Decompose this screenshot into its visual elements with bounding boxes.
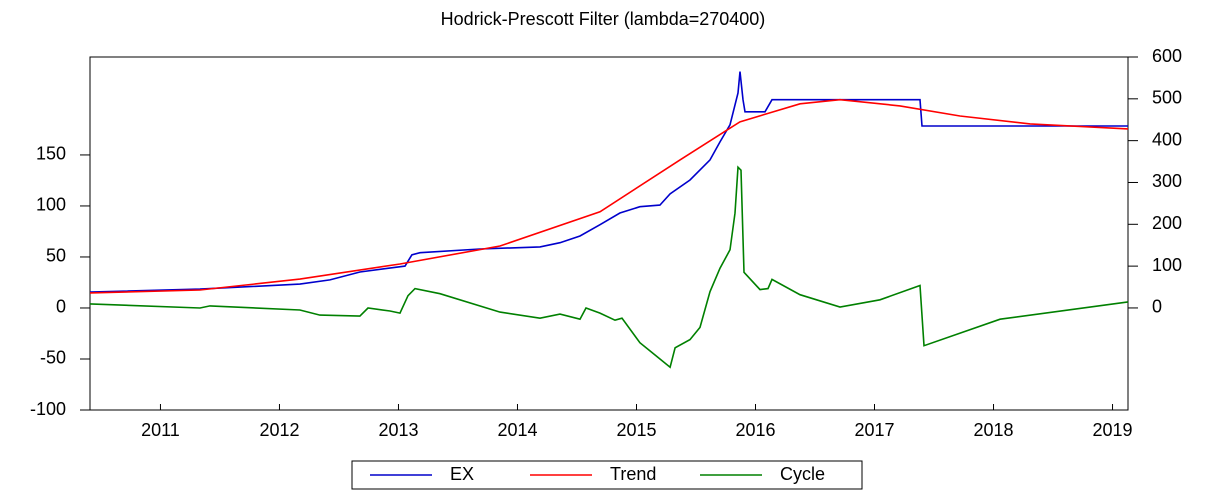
y2-tick-label: 600 [1152, 46, 1182, 66]
y-tick-label: -100 [30, 399, 66, 419]
legend-label: EX [450, 464, 474, 484]
x-tick-label: 2019 [1093, 420, 1133, 440]
series-line [89, 71, 1128, 293]
series-line [89, 98, 1129, 294]
chart-title: Hodrick-Prescott Filter (lambda=270400) [441, 9, 766, 29]
y-tick-label: 150 [36, 144, 66, 164]
x-tick-label: 2017 [854, 420, 894, 440]
x-tick-label: 2015 [616, 420, 656, 440]
y2-tick-label: 100 [1152, 255, 1182, 275]
y2-tick-label: 200 [1152, 213, 1182, 233]
series-line [89, 165, 1129, 369]
y-tick-label: 50 [46, 246, 66, 266]
y-tick-label: -50 [40, 348, 66, 368]
legend-label: Trend [610, 464, 656, 484]
y2-tick-label: 0 [1152, 297, 1162, 317]
y2-tick-label: 300 [1152, 171, 1182, 191]
plot-frame [89, 56, 1129, 411]
x-tick-label: 2012 [259, 420, 299, 440]
x-tick-label: 2014 [497, 420, 537, 440]
x-tick-label: 2013 [378, 420, 418, 440]
y-tick-label: 0 [56, 297, 66, 317]
x-tick-label: 2011 [141, 420, 180, 440]
x-tick-label: 2016 [735, 420, 775, 440]
legend-label: Cycle [780, 464, 825, 484]
y2-tick-label: 400 [1152, 129, 1182, 149]
x-tick-label: 2018 [973, 420, 1013, 440]
y-tick-label: 100 [36, 195, 66, 215]
legend-box [351, 460, 863, 490]
y2-tick-label: 500 [1152, 88, 1182, 108]
